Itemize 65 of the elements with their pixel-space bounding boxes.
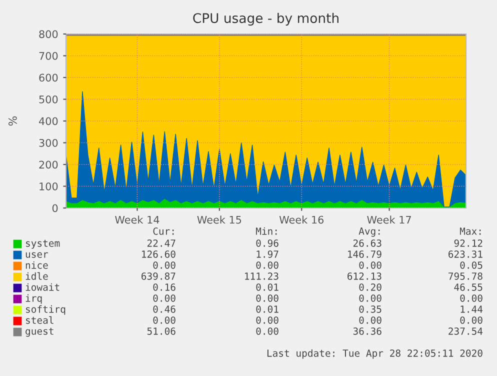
- text: Avg:: [358, 228, 380, 237]
- legend-label: steal: [26, 316, 54, 324]
- legend-label: user: [26, 252, 48, 258]
- text: 0.05: [460, 261, 482, 269]
- text: 146.79: [348, 250, 382, 258]
- text: 237.54: [448, 327, 483, 335]
- y-tick-label: 100: [40, 182, 58, 190]
- text: 126.60: [142, 250, 176, 258]
- legend-label: guest: [26, 328, 54, 337]
- text: Max:: [460, 228, 481, 235]
- text: 639.87: [142, 272, 176, 280]
- y-tick-label: 500: [39, 95, 58, 104]
- text: 0.00: [460, 294, 482, 302]
- y-tick-label: 600: [39, 74, 58, 82]
- y-tick-label: 200: [39, 160, 58, 169]
- text: 1.44: [460, 306, 483, 313]
- text: 0.00: [153, 294, 176, 302]
- legend-label: idle: [26, 272, 48, 280]
- text: Last update: Tue Apr 28 22:05:11 2020: [267, 349, 482, 359]
- text: 0.01: [256, 305, 278, 313]
- y-tick-label: 400: [38, 117, 58, 126]
- text: 612.13: [348, 272, 382, 280]
- text: 0.16: [153, 283, 176, 291]
- x-tick-label: Week 15: [197, 216, 242, 224]
- text: 0.46: [153, 305, 176, 313]
- text: 0.00: [359, 294, 382, 302]
- text: 26.63: [353, 239, 382, 247]
- text: 1.97: [256, 250, 278, 258]
- text: 22.47: [147, 239, 176, 247]
- text: 0.00: [460, 316, 482, 324]
- y-tick-label: 300: [39, 138, 58, 147]
- chart-title: CPU usage - by month: [193, 12, 338, 26]
- x-tick-label: Week 16: [279, 216, 324, 224]
- text: 0.20: [359, 283, 382, 291]
- text: 46.55: [454, 283, 482, 291]
- text: 0.35: [359, 305, 382, 313]
- text: 0.96: [256, 239, 278, 247]
- legend-label: system: [26, 240, 60, 249]
- y-tick-label: 0: [52, 204, 58, 212]
- text: 111.23: [245, 272, 278, 280]
- text: 623.31: [448, 250, 482, 258]
- legend-label: softirq: [26, 305, 66, 315]
- y-axis-title: %: [8, 116, 17, 126]
- text: Min:: [256, 227, 277, 235]
- text: 92.12: [454, 239, 482, 247]
- x-tick-label: Week 17: [367, 216, 411, 224]
- text: 0.00: [256, 261, 278, 269]
- text: 51.06: [147, 327, 176, 335]
- legend-label: irq: [26, 294, 42, 304]
- y-tick-label: 700: [39, 52, 58, 60]
- y-tick-label: 800: [39, 30, 58, 38]
- text: 0.00: [256, 316, 278, 324]
- text: 0.00: [256, 327, 278, 335]
- text: 36.36: [353, 327, 382, 335]
- text: 0.00: [359, 261, 382, 269]
- text: 0.00: [153, 261, 176, 269]
- x-tick-label: Week 14: [115, 216, 160, 224]
- legend-label: iowait: [26, 283, 60, 291]
- text: Cur:: [153, 227, 174, 235]
- text: 0.01: [256, 283, 278, 291]
- legend-label: nice: [26, 261, 48, 269]
- text: 0.00: [359, 316, 382, 324]
- text: 795.78: [448, 272, 482, 280]
- text: 0.00: [153, 316, 176, 324]
- text: 0.00: [256, 294, 278, 302]
